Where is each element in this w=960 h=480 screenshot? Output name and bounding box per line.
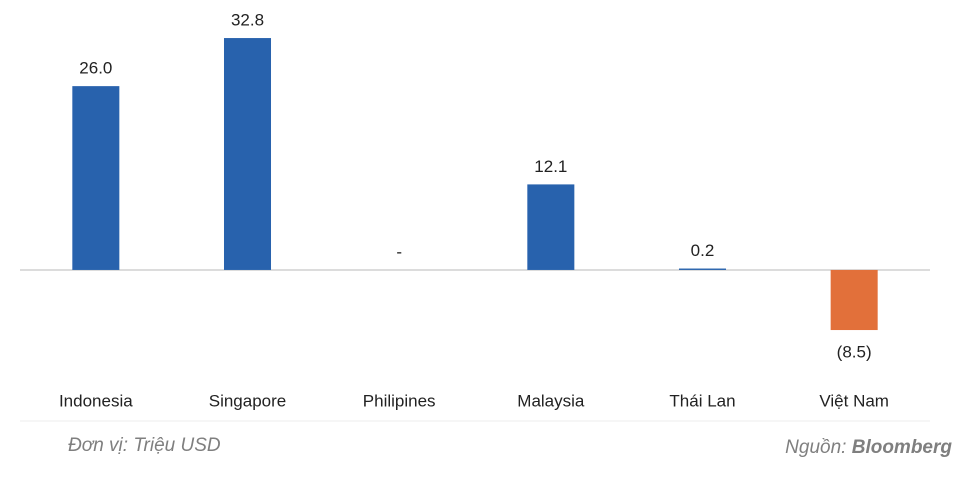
value-label: -: [396, 242, 402, 261]
x-tick-label: Singapore: [209, 391, 287, 410]
source: Nguồn: Bloomberg: [785, 437, 952, 458]
bar: [830, 269, 878, 331]
x-tick-label: Thái Lan: [669, 391, 735, 410]
x-tick-label: Philipines: [363, 391, 436, 410]
bar: [527, 184, 575, 270]
value-label: (8.5): [837, 343, 872, 362]
x-tick-label: Malaysia: [517, 391, 585, 410]
x-tick-label: Việt Nam: [819, 391, 889, 410]
value-label: 12.1: [534, 157, 567, 176]
bar: [72, 86, 120, 270]
value-label: 26.0: [79, 59, 112, 78]
value-label: 0.2: [691, 241, 715, 260]
bar: [678, 268, 727, 270]
source-label: Nguồn:: [785, 437, 846, 458]
bar: [223, 38, 272, 270]
x-tick-label: Indonesia: [59, 391, 133, 410]
source-name: Bloomberg: [852, 437, 953, 458]
unit-note: Đơn vị: Triệu USD: [68, 435, 221, 456]
value-label: 32.8: [231, 11, 264, 30]
